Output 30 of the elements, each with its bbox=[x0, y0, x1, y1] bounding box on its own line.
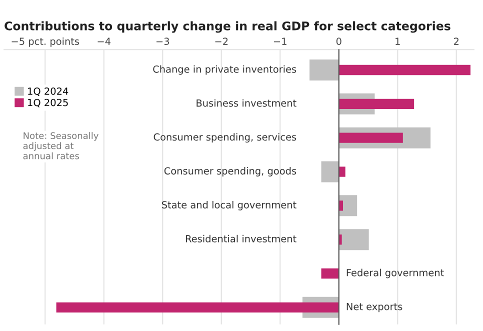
y-tick-label: Federal government bbox=[346, 268, 444, 278]
bar bbox=[321, 161, 339, 182]
y-tick-label: Consumer spending, goods bbox=[164, 167, 296, 176]
x-tick-label: −1 bbox=[274, 38, 286, 45]
x-tick-label: −4 bbox=[98, 38, 110, 45]
bar bbox=[56, 302, 339, 313]
legend-label: 1Q 2024 bbox=[28, 87, 68, 96]
y-tick-label: Net exports bbox=[346, 303, 402, 312]
bar bbox=[338, 98, 414, 110]
bar bbox=[338, 132, 403, 143]
bar bbox=[338, 64, 470, 76]
annotation: Note: Seasonally adjusted at annual rates bbox=[23, 132, 98, 160]
x-tick-label: −3 bbox=[156, 38, 170, 45]
y-tick-label: Residential investment bbox=[186, 234, 296, 242]
bar bbox=[338, 195, 358, 216]
x-tick-label: 1 bbox=[396, 38, 400, 45]
x-tick-label: 0 bbox=[336, 38, 342, 45]
y-tick-label: State and local government bbox=[162, 200, 296, 210]
y-tick-label: Business investment bbox=[196, 99, 296, 107]
legend-label: 1Q 2025 bbox=[28, 98, 68, 108]
bar bbox=[321, 268, 339, 279]
bar bbox=[338, 166, 346, 177]
bar bbox=[338, 229, 369, 250]
x-tick-label: −5 pct. points bbox=[12, 37, 80, 47]
y-tick-label: Change in private inventories bbox=[153, 65, 296, 75]
bar bbox=[310, 59, 339, 81]
chart-title: Contributions to quarterly change in real GDP for select categories bbox=[4, 21, 450, 33]
y-tick-label: Consumer spending, services bbox=[154, 133, 296, 143]
x-tick-label: 2 bbox=[454, 38, 458, 45]
x-tick-label: −2 bbox=[215, 38, 228, 45]
